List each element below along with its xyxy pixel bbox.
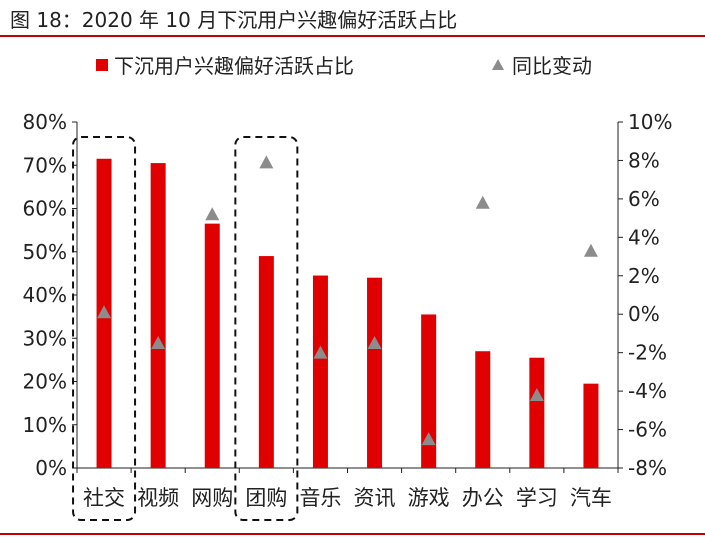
- right-axis-tick-label: -8%: [628, 456, 667, 480]
- bar-5: [312, 275, 328, 468]
- category-label: 游戏: [408, 486, 450, 510]
- bar-3: [204, 223, 220, 468]
- yoy-marker-8: [475, 195, 490, 209]
- left-axis-tick-label: 70%: [23, 153, 67, 177]
- left-axis-tick-label: 10%: [23, 413, 67, 437]
- bar-8: [475, 351, 491, 468]
- legend-bar-swatch: [96, 58, 108, 71]
- category-label: 汽车: [570, 486, 612, 510]
- category-label: 办公: [462, 486, 504, 510]
- right-axis-tick-label: 4%: [628, 225, 660, 249]
- category-label: 社交: [83, 486, 125, 510]
- legend-label-yoy: 同比变动: [512, 54, 592, 78]
- left-axis-tick-label: 30%: [23, 326, 67, 350]
- legend-label-share: 下沉用户兴趣偏好活跃占比: [114, 54, 354, 78]
- yoy-marker-6: [367, 336, 382, 350]
- category-label: 视频: [137, 486, 179, 510]
- yoy-marker-4: [259, 155, 274, 169]
- left-axis-tick-label: 20%: [23, 370, 67, 394]
- right-axis-tick-label: 10%: [628, 110, 672, 134]
- bar-10: [583, 383, 599, 468]
- bar-9: [529, 357, 545, 468]
- bar-2: [150, 163, 166, 468]
- bar-4: [258, 256, 274, 468]
- title-divider: [0, 35, 705, 37]
- right-axis-tick-label: 8%: [628, 148, 660, 172]
- highlight-box-2: [234, 136, 299, 521]
- highlight-box-1: [72, 136, 137, 521]
- bar-7: [421, 314, 437, 468]
- category-label: 团购: [245, 486, 287, 510]
- bottom-divider: [0, 533, 705, 535]
- yoy-marker-2: [151, 336, 166, 350]
- right-axis-tick-label: -2%: [628, 341, 667, 365]
- yoy-marker-7: [421, 432, 436, 446]
- right-axis-tick-label: 0%: [628, 302, 660, 326]
- yoy-marker-5: [313, 345, 328, 359]
- left-axis-tick-label: 60%: [23, 197, 67, 221]
- category-label: 学习: [516, 486, 558, 510]
- yoy-marker-9: [529, 387, 544, 401]
- legend-item-yoy: 同比变动: [492, 50, 592, 79]
- legend-triangle-marker: [492, 59, 504, 70]
- left-axis-tick-label: 40%: [23, 283, 67, 307]
- right-axis-tick-label: 6%: [628, 187, 660, 211]
- category-label: 音乐: [299, 486, 341, 510]
- bar-6: [367, 277, 383, 468]
- left-axis-tick-label: 80%: [23, 110, 67, 134]
- legend: 下沉用户兴趣偏好活跃占比 同比变动: [0, 50, 705, 80]
- right-axis-tick-label: 2%: [628, 264, 660, 288]
- category-label: 资讯: [354, 486, 396, 510]
- yoy-marker-3: [205, 207, 220, 221]
- category-label: 网购: [191, 486, 233, 510]
- chart-title: 图 18：2020 年 10 月下沉用户兴趣偏好活跃占比: [10, 8, 458, 32]
- right-axis-tick-label: -6%: [628, 418, 667, 442]
- left-axis-tick-label: 0%: [35, 456, 67, 480]
- yoy-marker-10: [583, 243, 598, 257]
- yoy-marker-1: [97, 305, 112, 319]
- left-axis-tick-label: 50%: [23, 240, 67, 264]
- right-axis-tick-label: -4%: [628, 379, 667, 403]
- legend-item-share: 下沉用户兴趣偏好活跃占比: [96, 50, 354, 79]
